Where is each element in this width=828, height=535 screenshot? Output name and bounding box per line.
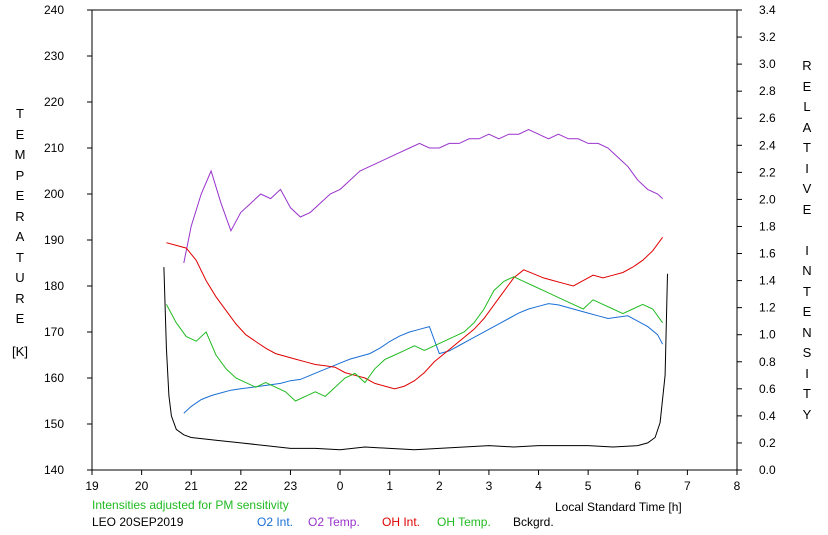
axis-label-letter: S (802, 345, 812, 360)
axis-label-letter: L (803, 99, 811, 114)
axis-label-letter: T (803, 283, 811, 299)
y-left-tick-label: 160 (44, 371, 64, 385)
axis-label-letter: P (15, 167, 25, 183)
series-o2-int (183, 303, 664, 414)
y-right-tick-label: 1.0 (759, 328, 776, 342)
legend-item: OH Int. (382, 515, 421, 529)
legend-item: Bckgrd. (513, 515, 554, 529)
y-right-tick-label: 3.4 (759, 3, 776, 17)
axis-label-letter: R (15, 208, 25, 224)
y-right-tick-label: 0.4 (759, 409, 776, 423)
y-left-tick-label: 170 (44, 325, 64, 339)
axis-label-letter: N (802, 324, 812, 340)
legend-item: O2 Int. (257, 515, 294, 529)
x-tick-label: 8 (734, 479, 741, 493)
legend-item: O2 Temp. (308, 515, 360, 529)
axis-label-letter: T (16, 106, 24, 121)
y-left-tick-label: 220 (44, 95, 64, 109)
axis-label-letter: R (802, 58, 812, 73)
y-left-tick-label: 180 (44, 279, 64, 293)
series-oh-int (166, 237, 664, 390)
axis-label-letter: I (805, 242, 809, 258)
axis-label-letter: U (15, 270, 25, 285)
series-layer (163, 129, 668, 451)
series-bckgrd (163, 267, 668, 451)
y-right-tick-label: 0.8 (759, 355, 776, 369)
axis-label-letter: T (803, 140, 811, 155)
sensitivity-note: Intensities adjusted for PM sensitivity (92, 498, 289, 512)
axis-label-letter: E (15, 188, 25, 203)
x-tick-label: 20 (135, 479, 149, 493)
x-tick-label: 7 (684, 479, 691, 493)
y-right-tick-label: 2.0 (759, 192, 776, 206)
legend-item: OH Temp. (437, 515, 491, 529)
x-tick-label: 21 (185, 479, 199, 493)
y-right-tick-label: 2.4 (759, 138, 776, 152)
axis-label-letter: R (15, 290, 25, 306)
y-right-tick-label: 1.8 (759, 219, 776, 233)
axis-label-letter: N (802, 263, 812, 278)
x-tick-label: 23 (284, 479, 298, 493)
x-tick-label: 4 (535, 479, 542, 493)
x-tick-label: 0 (337, 479, 344, 493)
x-tick-label: 5 (585, 479, 592, 493)
y-right-tick-label: 2.2 (759, 165, 776, 179)
y-left-tick-label: 210 (44, 141, 64, 155)
y-right-tick-label: 2.8 (759, 84, 776, 98)
axis-label-letter: T (16, 249, 24, 265)
x-tick-label: 22 (234, 479, 248, 493)
y-left-tick-label: 150 (44, 417, 64, 431)
y-right-tick-label: 1.4 (759, 274, 776, 288)
y-right-tick-label: 0.0 (759, 463, 776, 477)
y-right-tick-label: 3.2 (759, 30, 776, 44)
axis-label-letter: I (805, 365, 809, 381)
axis-unit: [K] (12, 343, 28, 359)
axis-label-letter: E (802, 78, 812, 94)
x-tick-label: 2 (436, 479, 443, 493)
y-right-tick-label: 0.2 (759, 436, 776, 450)
y-right-tick-label: 3.0 (759, 57, 776, 71)
right-y-axis: 0.0 0.2 0.4 0.6 0.8 1.0 1.2 1.4 1.6 1.8 2.0 2.2 2.4 2… (737, 3, 776, 477)
x-tick-label: 6 (634, 479, 641, 493)
series-o2-temp (183, 129, 663, 264)
axis-label-letter: T (803, 386, 811, 401)
axis-label-letter: E (15, 126, 25, 142)
y-right-tick-label: 1.2 (759, 301, 776, 315)
x-axis: 19 20 21 22 23 0 1 2 3 4 5 6 7 8 (85, 470, 741, 493)
axis-label-letter: A (802, 119, 812, 135)
y-right-tick-label: 1.6 (759, 247, 776, 261)
left-y-axis: 140 150 160 170 180 190 200 210 220 230 240 (44, 3, 92, 477)
axis-label-letter: E (15, 311, 25, 326)
axis-label-letter: V (802, 181, 812, 196)
axis-label-letter: M (14, 147, 26, 162)
y-left-tick-label: 190 (44, 233, 64, 247)
axis-label-letter: E (802, 304, 812, 319)
y-left-tick-label: 230 (44, 49, 64, 63)
x-tick-label: 3 (486, 479, 493, 493)
x-tick-label: 1 (386, 479, 393, 493)
series-oh-temp (165, 276, 664, 402)
y-left-tick-label: 200 (44, 187, 64, 201)
x-axis-label: Local Standard Time [h] (555, 500, 682, 514)
y-right-tick-label: 2.6 (759, 111, 776, 125)
y-left-tick-label: 140 (44, 463, 64, 477)
axis-label-letter: Y (802, 406, 812, 422)
x-tick-label: 19 (85, 479, 99, 493)
y-left-tick-label: 240 (44, 3, 64, 17)
axis-label-letter: A (15, 229, 25, 244)
station-date: LEO 20SEP2019 (92, 515, 184, 529)
axis-label-letter: I (805, 160, 809, 176)
axis-label-letter: E (802, 201, 812, 217)
y-right-tick-label: 0.6 (759, 382, 776, 396)
